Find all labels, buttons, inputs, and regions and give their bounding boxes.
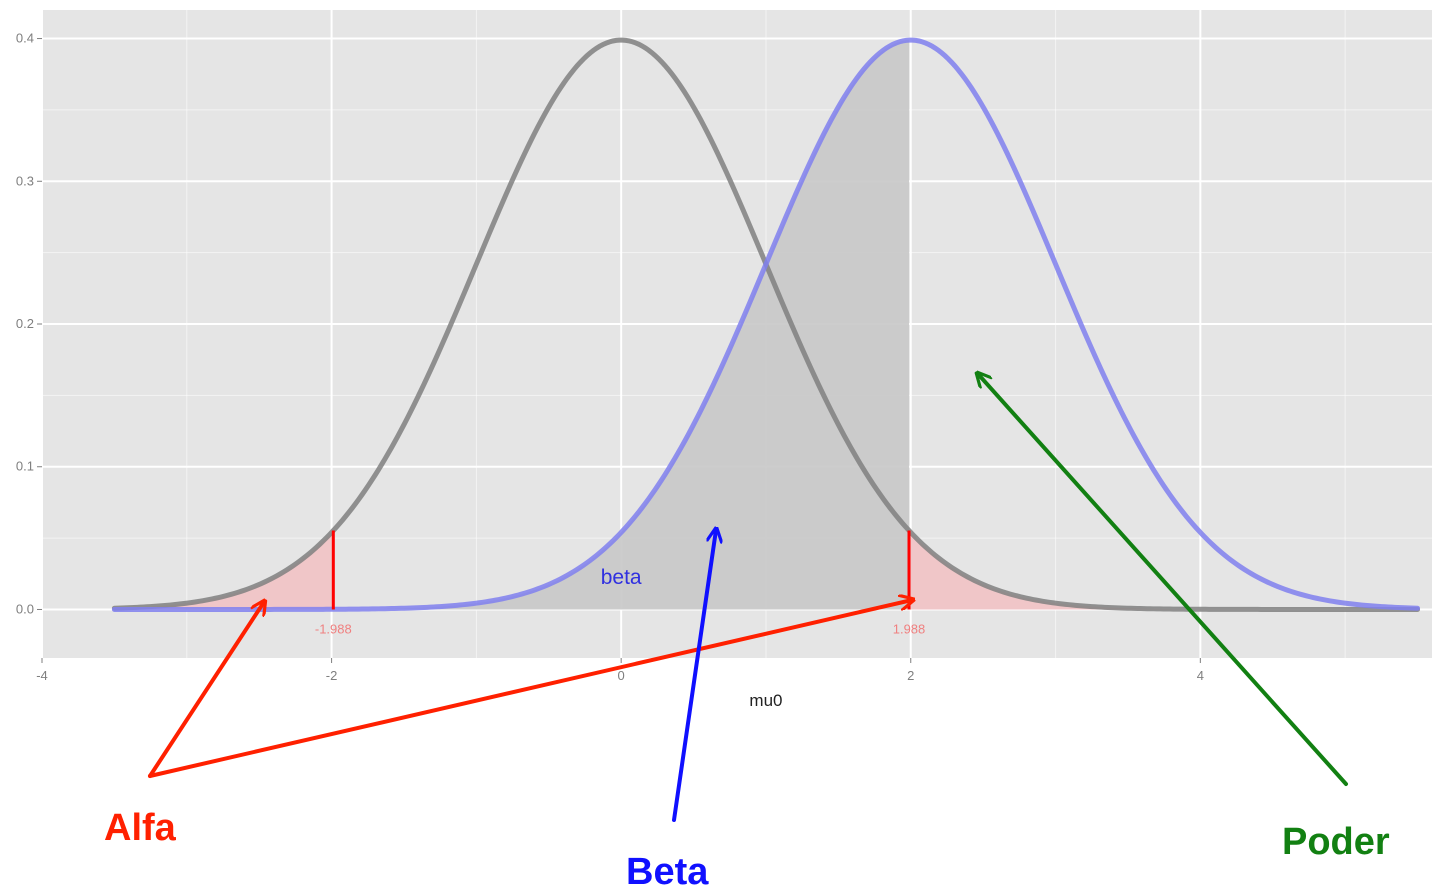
critical-value-label: -1.988 <box>315 621 352 636</box>
y-tick-label: 0.4 <box>16 31 34 46</box>
alpha-right-region <box>909 530 1418 610</box>
critical-value-label: 1.988 <box>893 621 926 636</box>
poder-arrow <box>978 374 1348 786</box>
beta-arrow <box>672 530 716 822</box>
callout-arrows <box>148 374 1348 822</box>
density-curves <box>111 37 1421 612</box>
alfa-arrow-left <box>148 602 264 778</box>
shaded-regions <box>114 40 1418 610</box>
x-tick-label: 0 <box>618 668 625 683</box>
axis-ticks: -4 -2 0 2 4 0.0 0.1 0.2 0.3 0.4 <box>16 31 1204 683</box>
x-tick-label: 2 <box>907 668 914 683</box>
x-tick-label: -4 <box>36 668 48 683</box>
critical-values: -1.988 1.988 <box>315 530 926 636</box>
beta-annotation: beta <box>601 566 642 589</box>
poder-callout-label: Poder <box>1282 821 1390 863</box>
x-tick-label: 4 <box>1197 668 1204 683</box>
y-tick-label: 0.2 <box>16 316 34 331</box>
y-tick-label: 0.0 <box>16 601 34 616</box>
alternative-distribution-curve <box>111 37 1421 612</box>
alfa-arrow-right <box>148 600 912 778</box>
y-tick-label: 0.1 <box>16 459 34 474</box>
x-axis-label: mu0 <box>749 691 782 710</box>
alpha-left-region <box>114 530 334 610</box>
beta-callout-label: Beta <box>626 851 709 891</box>
x-tick-label: -2 <box>326 668 338 683</box>
beta-region <box>114 40 910 610</box>
y-tick-label: 0.3 <box>16 173 34 188</box>
alfa-callout-label: Alfa <box>104 807 177 849</box>
